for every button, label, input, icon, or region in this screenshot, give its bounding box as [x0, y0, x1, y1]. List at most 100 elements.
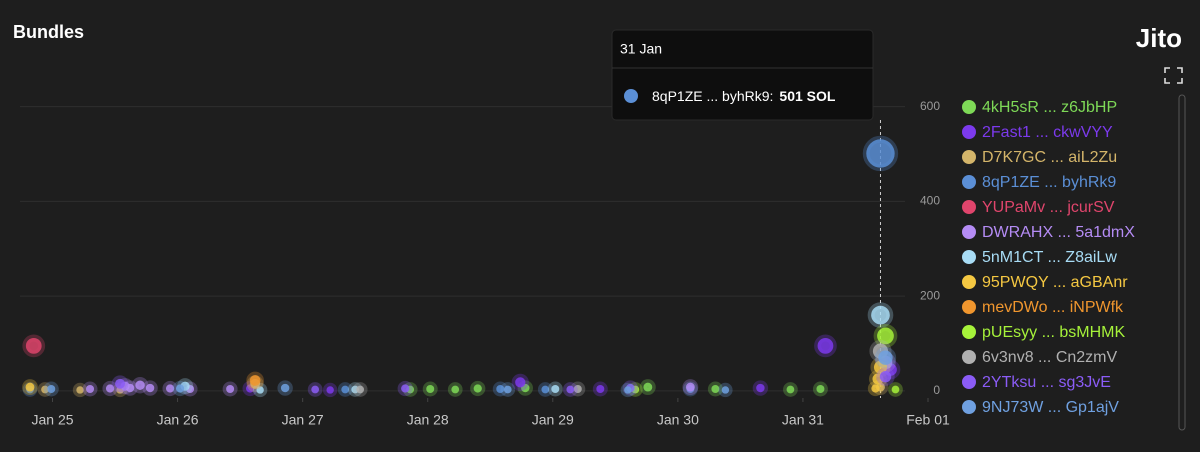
- legend-label: 8qP1ZE ... byhRk9: [982, 174, 1116, 191]
- tooltip-box: [611, 29, 874, 121]
- legend: 4kH5sR ... z6JbHP 2Fast1 ... ckwVYY D7K7GC…: [962, 99, 1135, 416]
- legend-label: mevDWo ... iNPWfk: [982, 299, 1124, 316]
- data-point[interactable]: [783, 382, 798, 397]
- data-point[interactable]: [812, 381, 828, 397]
- legend-swatch: [962, 350, 976, 364]
- legend-item[interactable]: 6v3nv8 ... Cn2zmV: [962, 349, 1118, 366]
- legend-swatch: [962, 100, 976, 114]
- data-point[interactable]: [707, 381, 723, 397]
- legend-item[interactable]: 5nM1CT ... Z8aiLw: [962, 249, 1117, 266]
- legend-item[interactable]: YUPaMv ... jcurSV: [962, 199, 1115, 216]
- x-tick-label: Jan 27: [282, 412, 324, 428]
- data-point[interactable]: [511, 373, 529, 391]
- data-point[interactable]: [500, 382, 516, 397]
- data-point[interactable]: [72, 382, 88, 398]
- legend-swatch: [962, 225, 976, 239]
- data-point[interactable]: [682, 379, 699, 396]
- data-point[interactable]: [277, 380, 293, 396]
- x-tick-label: Jan 30: [657, 412, 699, 428]
- x-tick-label: Jan 31: [782, 412, 824, 428]
- x-tick-label: Jan 28: [407, 412, 449, 428]
- data-point[interactable]: [397, 380, 413, 397]
- data-point[interactable]: [252, 382, 268, 398]
- legend-item[interactable]: pUEsyy ... bsMHMK: [962, 324, 1125, 341]
- legend-scrollbar[interactable]: [1178, 94, 1186, 431]
- data-point[interactable]: [22, 334, 46, 358]
- data-point[interactable]: [592, 381, 608, 397]
- legend-label: 9NJ73W ... Gp1ajV: [982, 399, 1119, 416]
- data-point[interactable]: [639, 379, 656, 396]
- legend-label: 2YTksu ... sg3JvE: [982, 374, 1111, 391]
- tooltip-value: 501 SOL: [779, 88, 835, 104]
- data-point[interactable]: [352, 382, 368, 397]
- legend-swatch: [962, 175, 976, 189]
- legend-item[interactable]: mevDWo ... iNPWfk: [962, 299, 1124, 316]
- y-tick-label: 0: [933, 383, 940, 397]
- data-point[interactable]: [222, 381, 238, 397]
- brand-logo: Jito: [1136, 23, 1182, 53]
- data-point[interactable]: [814, 334, 837, 358]
- data-point[interactable]: [111, 375, 129, 393]
- data-point[interactable]: [246, 371, 264, 390]
- data-point[interactable]: [862, 135, 899, 172]
- y-tick-label: 400: [920, 194, 940, 208]
- x-tick-label: Jan 29: [532, 412, 574, 428]
- legend-swatch: [962, 250, 976, 264]
- legend-label: 2Fast1 ... ckwVYY: [982, 124, 1113, 141]
- tooltip-series: 8qP1ZE ... byhRk9:: [652, 88, 773, 104]
- data-point[interactable]: [22, 379, 38, 396]
- legend-item[interactable]: 95PWQY ... aGBAnr: [962, 274, 1128, 291]
- data-point[interactable]: [873, 324, 898, 348]
- data-point[interactable]: [874, 347, 897, 369]
- data-point[interactable]: [142, 380, 158, 396]
- data-point[interactable]: [102, 380, 118, 397]
- data-point[interactable]: [337, 382, 353, 397]
- legend-label: DWRAHX ... 5a1dmX: [982, 224, 1135, 241]
- data-point[interactable]: [888, 382, 903, 397]
- data-point[interactable]: [422, 381, 438, 397]
- x-tick-label: Feb 01: [906, 412, 950, 428]
- legend-swatch: [962, 200, 976, 214]
- legend-swatch: [962, 275, 976, 289]
- legend-label: pUEsyy ... bsMHMK: [982, 324, 1125, 341]
- data-point[interactable]: [752, 380, 769, 396]
- x-tick-label: Jan 25: [31, 412, 73, 428]
- data-point[interactable]: [82, 381, 98, 397]
- data-point[interactable]: [307, 382, 323, 397]
- chart-title: Bundles: [13, 22, 84, 42]
- legend-item[interactable]: D7K7GC ... aiL2Zu: [962, 149, 1117, 166]
- data-point[interactable]: [162, 380, 178, 397]
- data-point[interactable]: [718, 382, 733, 398]
- data-point[interactable]: [867, 380, 884, 397]
- expand-icon[interactable]: [1164, 67, 1183, 84]
- legend-label: D7K7GC ... aiL2Zu: [982, 149, 1117, 166]
- legend-swatch: [962, 150, 976, 164]
- data-point[interactable]: [620, 382, 636, 398]
- data-point[interactable]: [43, 381, 59, 397]
- legend-item[interactable]: 2Fast1 ... ckwVYY: [962, 124, 1113, 141]
- data-point[interactable]: [172, 380, 188, 397]
- legend-swatch: [962, 400, 976, 414]
- legend-label: 5nM1CT ... Z8aiLw: [982, 249, 1117, 266]
- legend-item[interactable]: 4kH5sR ... z6JbHP: [962, 99, 1117, 116]
- tooltip-title: 31 Jan: [620, 41, 662, 57]
- data-point[interactable]: [131, 376, 149, 394]
- data-point[interactable]: [322, 382, 338, 398]
- legend-swatch: [962, 375, 976, 389]
- legend-label: 4kH5sR ... z6JbHP: [982, 99, 1117, 116]
- data-point[interactable]: [470, 380, 486, 397]
- legend-swatch: [962, 125, 976, 139]
- data-point[interactable]: [562, 382, 578, 397]
- data-point[interactable]: [867, 302, 894, 328]
- data-point[interactable]: [447, 382, 463, 397]
- data-point[interactable]: [876, 367, 895, 386]
- legend-item[interactable]: 9NJ73W ... Gp1ajV: [962, 399, 1119, 416]
- data-point[interactable]: [537, 382, 553, 397]
- tooltip: 31 Jan 8qP1ZE ... byhRk9: 501 SOL: [611, 29, 874, 121]
- legend-item[interactable]: DWRAHX ... 5a1dmX: [962, 224, 1135, 241]
- data-point[interactable]: [547, 381, 563, 397]
- legend-item[interactable]: 2YTksu ... sg3JvE: [962, 374, 1111, 391]
- legend-label: YUPaMv ... jcurSV: [982, 199, 1115, 216]
- legend-item[interactable]: 8qP1ZE ... byhRk9: [962, 174, 1116, 191]
